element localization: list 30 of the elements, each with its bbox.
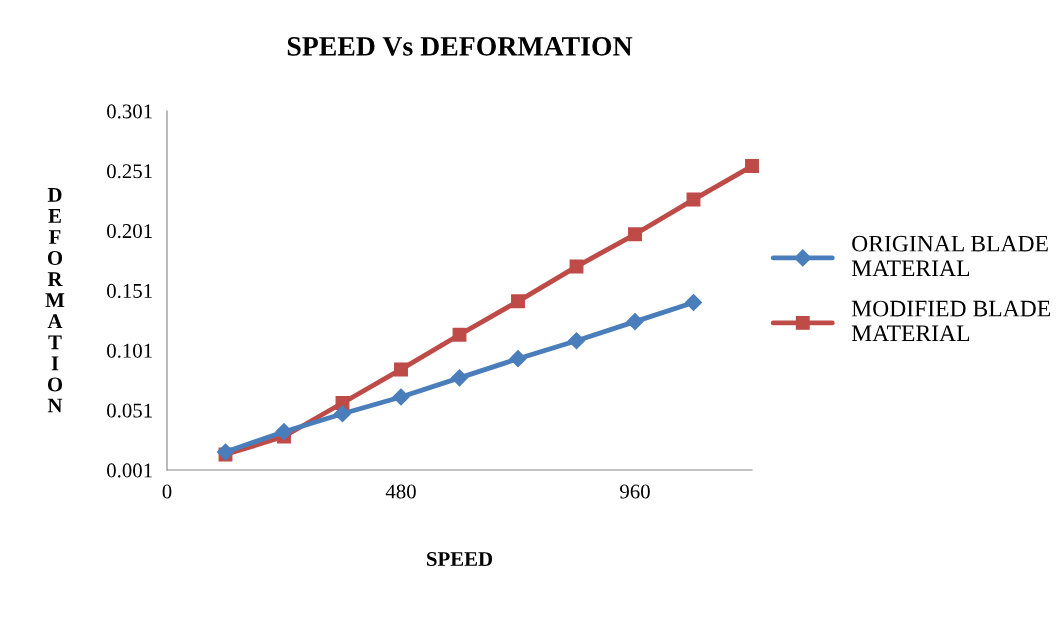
y-tick-label: 0.051 <box>107 403 152 418</box>
point <box>333 405 352 423</box>
point <box>628 227 642 242</box>
y-tick-label: 0.251 <box>107 164 152 179</box>
y-tick-label: 0.201 <box>107 224 152 239</box>
point <box>450 369 469 387</box>
point <box>626 313 644 331</box>
x-tick-label: 960 <box>620 484 650 499</box>
point <box>216 443 235 461</box>
point <box>745 159 759 173</box>
point <box>509 350 527 368</box>
y-tick-label: 0.301 <box>107 104 152 119</box>
chart-title: SPEED Vs DEFORMATION <box>287 37 633 56</box>
legend-label: ORIGINAL BLADE MATERIAL <box>851 235 1048 277</box>
y-tick-label: 0.001 <box>107 463 152 478</box>
point <box>684 293 703 312</box>
point <box>511 294 525 309</box>
x-axis-title: SPEED <box>427 552 493 567</box>
point <box>569 259 584 274</box>
legend-label: MODIFIED BLADE MATERIAL <box>851 300 1051 342</box>
point <box>567 332 586 350</box>
point <box>394 362 408 377</box>
point <box>275 423 293 441</box>
point <box>452 327 467 342</box>
x-tick-label: 480 <box>385 484 416 499</box>
x-tick-label: 0 <box>162 484 172 499</box>
text: DEFORMATION <box>45 188 65 413</box>
y-tick-label: 0.101 <box>107 343 152 358</box>
y-tick-label: 0.151 <box>107 283 152 299</box>
point <box>392 388 410 406</box>
